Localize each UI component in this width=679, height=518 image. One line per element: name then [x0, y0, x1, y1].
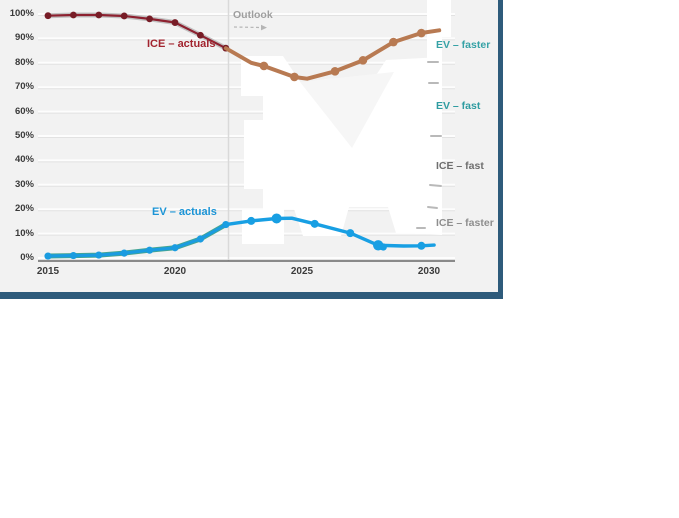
- y-tick-label: 70%: [14, 81, 34, 93]
- y-tick-label: 20%: [14, 203, 34, 215]
- x-tick-label: 2030: [417, 266, 441, 277]
- chart-frame: 0% 10% 20% 30% 40% 50% 60% 70% 80% 90% 100% 2015 20…: [0, 0, 503, 299]
- y-tick-label: 30%: [14, 178, 34, 190]
- ice-actuals-label: ICE – actuals: [147, 38, 216, 50]
- x-tick-label: 2015: [36, 266, 60, 277]
- x-tick-label: 2020: [163, 266, 187, 277]
- y-tick-label: 80%: [14, 56, 34, 68]
- y-tick-label: 0%: [20, 252, 34, 263]
- x-tick-label: 2025: [290, 266, 314, 277]
- scenario-label-ice-fast: ICE – fast: [436, 160, 484, 172]
- y-tick-label: 60%: [14, 105, 34, 117]
- y-tick-label: 90%: [14, 32, 34, 44]
- y-tick-label: 50%: [14, 130, 34, 141]
- scenario-label-ice-faster: ICE – faster: [436, 217, 494, 230]
- ev-actuals-label: EV – actuals: [152, 206, 217, 218]
- scenario-label-ev-fast: EV – fast: [436, 100, 481, 113]
- y-tick-label: 40%: [14, 154, 34, 166]
- y-tick-label: 100%: [9, 8, 34, 19]
- outlook-label: Outlook: [233, 9, 273, 21]
- scenario-label-ev-faster: EV – faster: [436, 39, 491, 52]
- y-tick-label: 10%: [14, 227, 34, 239]
- plot-svg: [38, 0, 455, 262]
